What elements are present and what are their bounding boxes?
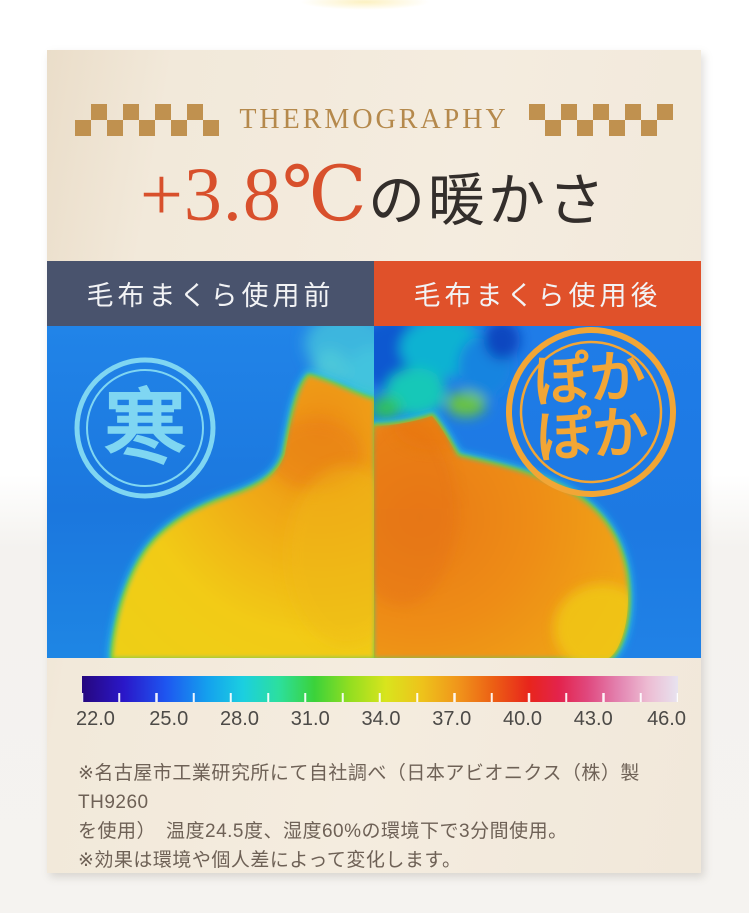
page-title: +3.8℃ の暖かさ bbox=[47, 149, 701, 245]
thermal-image-before: 寒 bbox=[47, 326, 374, 658]
scale-label: 31.0 bbox=[290, 708, 330, 730]
comparison-panels: 毛布まくら使用前 bbox=[47, 261, 701, 658]
scale-label: 40.0 bbox=[503, 708, 542, 730]
scale-labels: 22.0 25.0 28.0 31.0 34.0 37.0 40.0 43.0 … bbox=[76, 708, 686, 731]
scale-label: 34.0 bbox=[361, 708, 401, 730]
top-glow-decoration bbox=[300, 0, 430, 10]
body-before bbox=[108, 371, 374, 658]
temperature-scale: 22.0 25.0 28.0 31.0 34.0 37.0 40.0 43.0 … bbox=[76, 676, 686, 731]
scale-label: 37.0 bbox=[432, 708, 472, 730]
footnote-line: ※名古屋市工業研究所にて自社調べ（日本アビオニクス（株）製TH9260 bbox=[78, 763, 640, 813]
scale-label: 28.0 bbox=[220, 708, 259, 730]
warm-stamp-text-line2: ぽか bbox=[535, 400, 650, 469]
thermography-label: THERMOGRAPHY bbox=[239, 104, 509, 135]
warm-stamp: ぽか ぽか bbox=[506, 327, 676, 497]
scale-label: 46.0 bbox=[647, 708, 686, 730]
cold-stamp: 寒 bbox=[74, 357, 216, 499]
footnote: ※名古屋市工業研究所にて自社調べ（日本アビオニクス（株）製TH9260 を使用）… bbox=[78, 759, 673, 875]
warm-stamp-text-line1: ぽか bbox=[532, 344, 647, 413]
hair-region bbox=[374, 326, 520, 420]
panel-after-header: 毛布まくら使用後 bbox=[374, 261, 701, 326]
scale-label: 25.0 bbox=[149, 708, 189, 730]
scale-label: 22.0 bbox=[76, 708, 115, 730]
cold-stamp-text: 寒 bbox=[104, 383, 186, 474]
panel-before-header: 毛布まくら使用前 bbox=[47, 261, 374, 326]
checker-decoration-left bbox=[75, 104, 220, 136]
checker-decoration-right bbox=[528, 104, 673, 136]
footnote-line: を使用） 温度24.5度、湿度60%の環境下で3分間使用。 bbox=[78, 821, 568, 842]
panel-before: 毛布まくら使用前 bbox=[47, 261, 374, 658]
scale-tick-marks bbox=[82, 693, 678, 702]
scale-label: 43.0 bbox=[573, 708, 613, 730]
thermal-image-after: ぽか ぽか bbox=[374, 326, 701, 658]
footnote-line: ※効果は環境や個人差によって変化します。 bbox=[78, 850, 462, 871]
temperature-gradient-bar bbox=[82, 676, 678, 702]
thermography-header: THERMOGRAPHY bbox=[47, 103, 701, 137]
temperature-highlight: +3.8℃ bbox=[140, 153, 368, 237]
promo-card: THERMOGRAPHY +3.8℃ の暖かさ 毛布まくら使用前 bbox=[47, 50, 701, 873]
title-rest: の暖かさ bbox=[367, 170, 608, 233]
panel-after: 毛布まくら使用後 bbox=[374, 261, 701, 658]
